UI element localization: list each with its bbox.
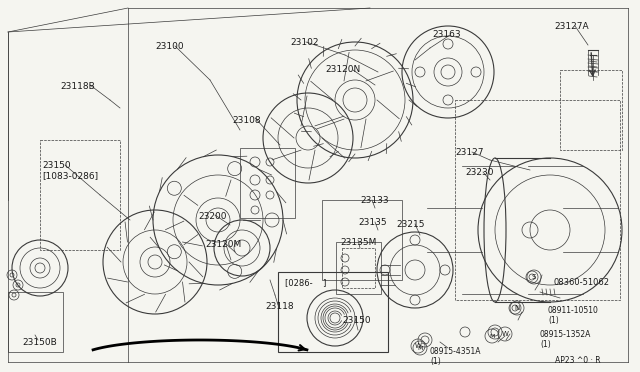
Text: 08915-1352A
(1): 08915-1352A (1) <box>540 330 591 349</box>
Text: 23135M: 23135M <box>340 238 376 247</box>
Text: W: W <box>415 343 421 349</box>
Bar <box>455 100 620 300</box>
Text: AP23 ^0 · R: AP23 ^0 · R <box>555 356 600 365</box>
Text: 23127A: 23127A <box>554 22 589 31</box>
Text: 23215: 23215 <box>396 220 424 229</box>
Text: 23102: 23102 <box>290 38 319 47</box>
Text: 08915-4351A
(1): 08915-4351A (1) <box>430 347 481 366</box>
Text: M: M <box>417 346 422 350</box>
Text: N: N <box>515 305 520 311</box>
Bar <box>336 242 381 294</box>
Text: 08360-51062: 08360-51062 <box>553 278 609 287</box>
Text: 23135: 23135 <box>358 218 387 227</box>
Text: 23133: 23133 <box>360 196 388 205</box>
Bar <box>278 272 388 352</box>
Text: 23118B: 23118B <box>60 82 95 91</box>
Text: 23100: 23100 <box>155 42 184 51</box>
Text: 23150: 23150 <box>342 316 371 325</box>
Text: 23230: 23230 <box>465 168 493 177</box>
Text: 23120N: 23120N <box>325 65 360 74</box>
Bar <box>40 140 120 250</box>
Text: 23163: 23163 <box>432 30 461 39</box>
Text: 23108: 23108 <box>232 116 260 125</box>
Text: 23120M: 23120M <box>205 240 241 249</box>
Text: 23118: 23118 <box>265 302 294 311</box>
Text: 23150B: 23150B <box>22 338 57 347</box>
Text: 23150
[1083-0286]: 23150 [1083-0286] <box>42 161 98 180</box>
Text: S: S <box>532 274 536 280</box>
Bar <box>8 292 63 352</box>
Text: M: M <box>490 334 495 339</box>
Text: W: W <box>502 331 508 337</box>
Bar <box>240 148 295 218</box>
Text: 23127: 23127 <box>455 148 483 157</box>
Text: 08911-10510
(1): 08911-10510 (1) <box>548 306 599 326</box>
Bar <box>322 200 402 280</box>
Text: 23200: 23200 <box>198 212 227 221</box>
Text: [0286-    ]: [0286- ] <box>285 278 326 287</box>
Bar <box>560 70 622 150</box>
Bar <box>342 248 375 288</box>
